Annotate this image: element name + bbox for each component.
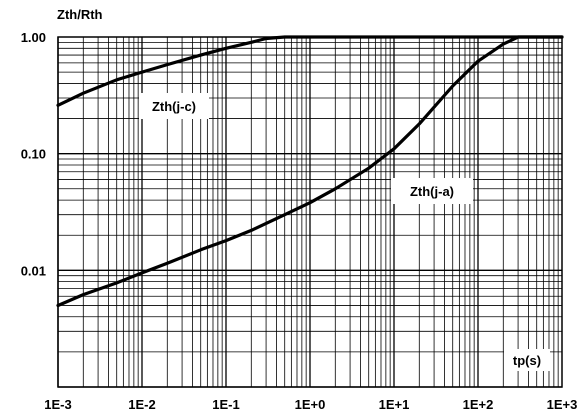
x-axis-label: tp(s) (513, 353, 541, 368)
series-labels: Zth(j-c) Zth(j-a) (139, 93, 473, 204)
x-tick-label: 1E-2 (128, 397, 155, 412)
series-line-zth-j-a (56, 35, 564, 308)
y-tick-label: 0.01 (21, 263, 46, 278)
series-label-zth-j-c: Zth(j-c) (139, 93, 209, 119)
x-tick-label: 1E+0 (295, 397, 326, 412)
x-tick-label: 1E-1 (212, 397, 239, 412)
x-tick-label: 1E+1 (379, 397, 410, 412)
series-layer (56, 35, 564, 308)
y-tick-label: 1.00 (21, 30, 46, 45)
x-axis-label-box: tp(s) (504, 349, 550, 371)
tick-labels: 1E-3 1E-2 1E-1 1E+0 1E+1 1E+2 1E+3 1.00 0.10 0.01 (21, 30, 578, 412)
x-tick-label: 1E-3 (44, 397, 71, 412)
x-tick-label: 1E+2 (463, 397, 494, 412)
x-tick-label: 1E+3 (547, 397, 578, 412)
series-label-zth-j-a: Zth(j-a) (391, 178, 473, 204)
series-line-zth-j-c (56, 35, 564, 107)
series-label-text: Zth(j-a) (410, 184, 454, 199)
y-axis-label: Zth/Rth (57, 7, 103, 22)
series-label-text: Zth(j-c) (152, 99, 196, 114)
grid (57, 37, 562, 388)
y-tick-label: 0.10 (21, 147, 46, 162)
